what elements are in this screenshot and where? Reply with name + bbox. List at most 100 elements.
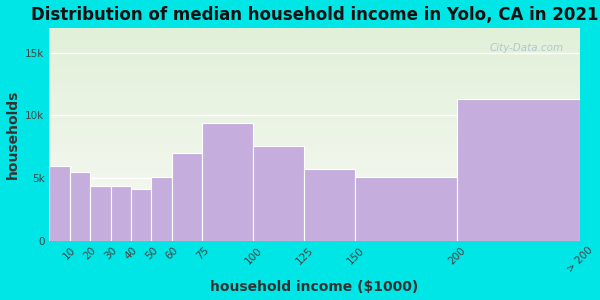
Bar xyxy=(49,63,580,64)
Bar xyxy=(49,75,580,76)
Bar xyxy=(49,211,580,212)
Bar xyxy=(49,226,580,227)
Bar xyxy=(49,114,580,115)
Bar xyxy=(49,42,580,43)
Bar xyxy=(49,28,580,29)
Bar xyxy=(49,31,580,32)
Bar xyxy=(49,134,580,135)
Bar xyxy=(49,49,580,50)
Bar xyxy=(49,154,580,155)
Bar xyxy=(49,215,580,216)
Bar xyxy=(49,82,580,83)
Bar xyxy=(49,229,580,230)
Bar xyxy=(49,144,580,145)
Bar xyxy=(49,150,580,151)
Bar xyxy=(49,149,580,150)
Bar xyxy=(49,127,580,128)
Bar xyxy=(49,137,580,139)
Bar xyxy=(49,162,580,163)
Bar xyxy=(49,217,580,218)
Bar xyxy=(49,212,580,213)
Bar xyxy=(49,227,580,228)
Bar xyxy=(49,219,580,220)
Bar xyxy=(49,230,580,231)
Bar xyxy=(49,30,580,31)
Bar xyxy=(49,122,580,124)
Bar xyxy=(49,203,580,204)
Bar xyxy=(49,130,580,131)
Bar xyxy=(49,133,580,134)
Bar xyxy=(49,44,580,45)
Bar xyxy=(49,128,580,129)
Bar xyxy=(49,176,580,177)
Bar xyxy=(49,236,580,237)
Bar xyxy=(49,38,580,40)
Bar xyxy=(49,90,580,91)
Bar xyxy=(49,96,580,97)
Bar xyxy=(49,169,580,170)
Bar xyxy=(49,208,580,209)
Bar xyxy=(49,116,580,117)
Bar xyxy=(49,234,580,235)
Bar xyxy=(49,204,580,206)
Bar xyxy=(49,78,580,79)
Bar xyxy=(49,60,580,61)
Bar xyxy=(49,177,580,178)
Bar xyxy=(49,198,580,199)
Bar xyxy=(49,120,580,122)
Bar xyxy=(49,80,580,81)
Bar xyxy=(49,48,580,49)
Bar xyxy=(202,123,253,241)
Bar xyxy=(49,83,580,84)
Bar xyxy=(49,142,580,143)
Title: Distribution of median household income in Yolo, CA in 2021: Distribution of median household income … xyxy=(31,6,598,24)
Bar xyxy=(49,61,580,62)
Bar xyxy=(49,186,580,188)
Bar xyxy=(49,216,580,217)
Bar xyxy=(49,224,580,225)
Bar xyxy=(49,170,580,172)
Bar xyxy=(49,206,580,207)
Bar xyxy=(151,177,172,241)
Bar xyxy=(49,95,580,96)
Bar xyxy=(49,213,580,214)
Bar xyxy=(49,168,580,169)
Bar xyxy=(49,166,70,241)
Bar xyxy=(49,148,580,149)
Bar xyxy=(49,179,580,180)
Bar xyxy=(49,153,580,154)
Bar xyxy=(457,99,580,241)
Bar xyxy=(49,193,580,194)
Bar xyxy=(49,124,580,125)
Bar xyxy=(49,190,580,192)
Bar xyxy=(49,98,580,99)
Bar xyxy=(49,199,580,200)
Bar xyxy=(49,161,580,162)
Bar xyxy=(49,140,580,141)
Bar xyxy=(49,125,580,126)
Bar xyxy=(49,73,580,74)
Bar xyxy=(49,181,580,182)
Bar xyxy=(49,239,580,241)
Bar xyxy=(49,113,580,114)
Bar xyxy=(49,132,580,133)
Bar xyxy=(49,77,580,78)
Bar xyxy=(49,228,580,229)
Bar xyxy=(49,180,580,181)
Bar xyxy=(49,237,580,238)
Bar xyxy=(49,232,580,233)
Bar xyxy=(49,143,580,144)
Bar xyxy=(49,81,580,82)
Bar xyxy=(49,56,580,57)
Bar xyxy=(49,58,580,59)
Bar xyxy=(49,33,580,34)
Bar xyxy=(49,53,580,55)
Bar xyxy=(49,200,580,201)
Bar xyxy=(49,145,580,146)
Bar xyxy=(49,74,580,75)
Bar xyxy=(49,136,580,137)
Bar xyxy=(49,70,580,71)
Bar xyxy=(49,175,580,176)
Bar xyxy=(49,68,580,69)
Bar xyxy=(49,87,580,88)
